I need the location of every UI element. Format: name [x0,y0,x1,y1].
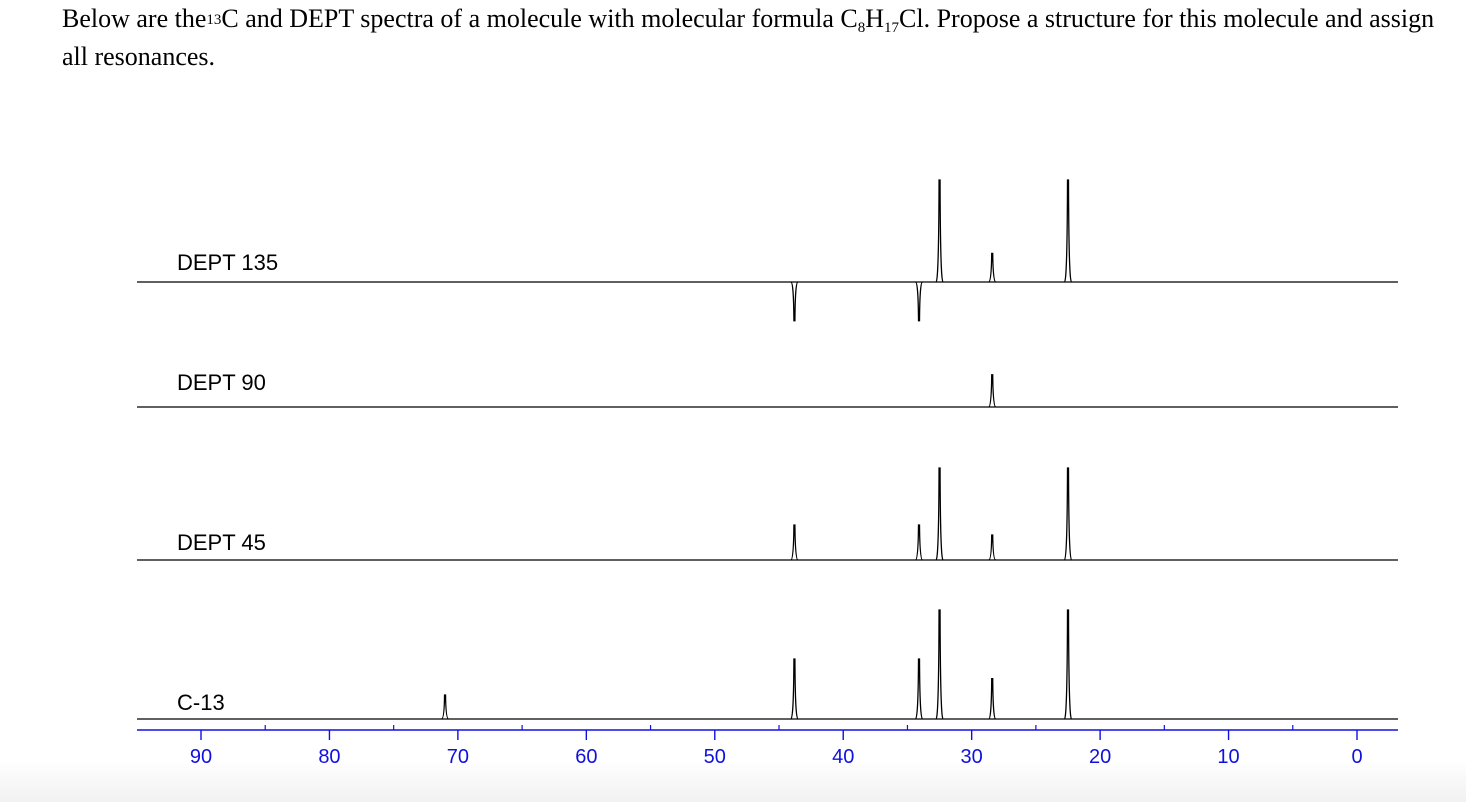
tick-label-0: 0 [1351,746,1362,768]
carbon-subscript: 8 [857,20,866,36]
peak-dept-45-22p5 [1063,467,1073,561]
tick-label-40: 40 [832,746,854,768]
ppm-axis: 90 80 70 60 50 40 30 20 10 0 [137,725,1398,768]
trace-label-dept-45: DEPT 45 [177,530,266,555]
tick-label-10: 10 [1217,746,1239,768]
peak-dept-135-22p5 [1063,179,1073,283]
question-part2: C and DEPT spectra of a molecule with mo… [221,4,858,33]
trace-label-dept-90: DEPT 90 [177,370,266,395]
tick-label-60: 60 [575,746,597,768]
peak-dept-135-28p4 [988,252,997,283]
question-part1: Below are the [62,4,207,33]
tick-label-90: 90 [190,746,212,768]
question-part3: H [865,4,885,33]
peak-dept-45-43p8 [790,524,799,561]
trace-dept-90: DEPT 90 [137,370,1398,408]
peak-dept-90-28p4 [988,374,997,408]
peak-dept-135-34p1 [914,281,924,322]
peak-c-13-32p5 [935,609,944,720]
peak-dept-45-34p1 [914,524,924,561]
tick-label-20: 20 [1089,746,1111,768]
trace-dept-135: DEPT 135 [137,179,1398,322]
isotope-superscript: 13 [206,12,222,28]
peak-dept-135-43p8 [790,281,799,322]
peak-c-13-28p4 [988,678,997,720]
tick-label-50: 50 [704,746,726,768]
tick-label-80: 80 [318,746,340,768]
peak-c-13-71 [441,694,449,720]
trace-label-c-13: C-13 [177,690,225,715]
question-text: Below are the13C and DEPT spectra of a m… [62,2,1452,73]
spectrum-traces: DEPT 135 DEPT 90 DEPT 45 C-13 [137,179,1398,720]
peak-c-13-43p8 [790,658,799,720]
question-part4: Cl. Propose a structure for this molecul… [62,4,1435,71]
peak-c-13-34p1 [914,658,924,720]
trace-label-dept-135: DEPT 135 [177,250,278,275]
peak-dept-135-32p5 [935,179,944,283]
tick-label-30: 30 [961,746,983,768]
peak-dept-45-28p4 [988,534,997,561]
tick-label-70: 70 [447,746,469,768]
trace-dept-45: DEPT 45 [137,467,1398,561]
peak-dept-45-32p5 [935,467,944,561]
trace-c-13: C-13 [137,609,1398,720]
peak-c-13-22p5 [1063,609,1073,720]
hydrogen-subscript: 17 [884,20,900,36]
